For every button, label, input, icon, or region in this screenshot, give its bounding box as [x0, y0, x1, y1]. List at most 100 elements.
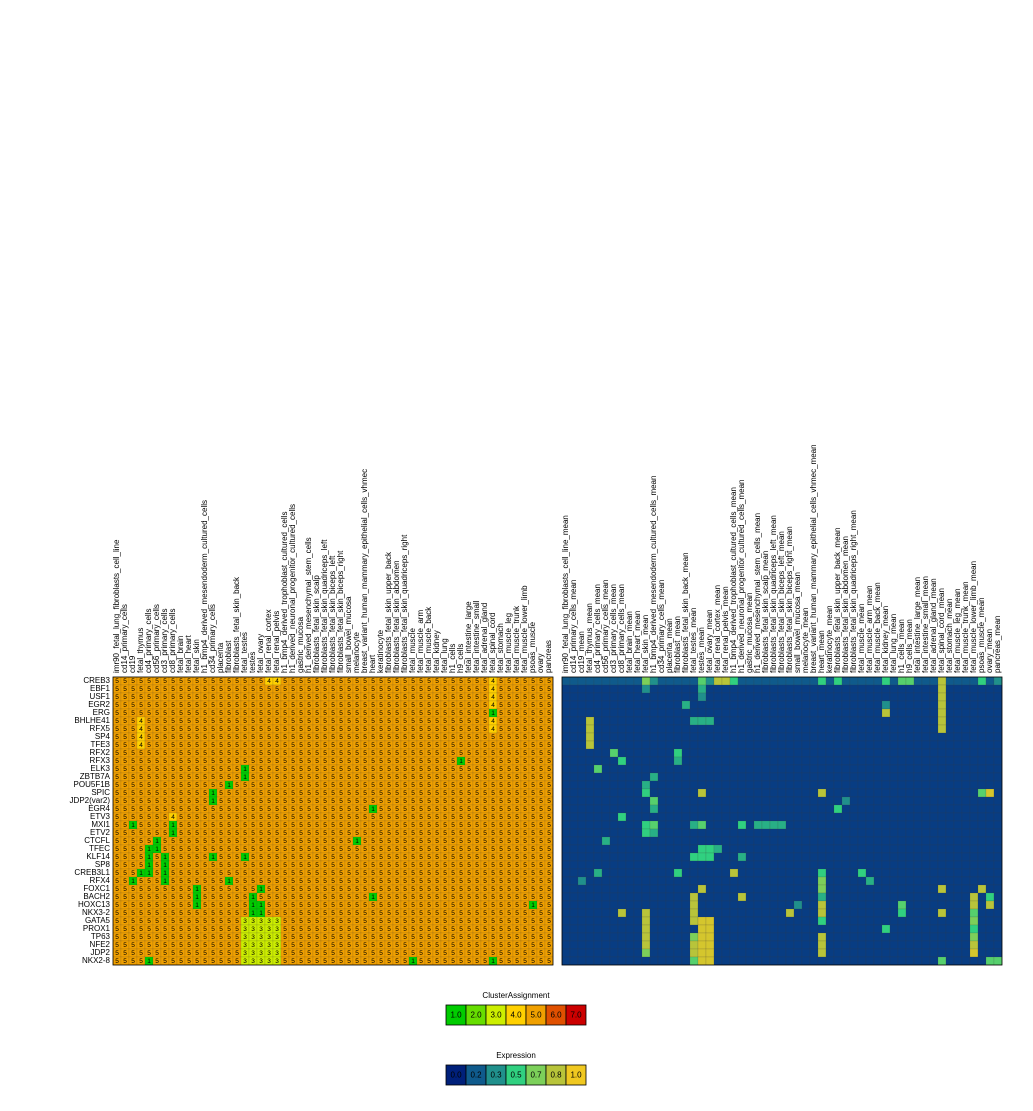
heatmap-cell	[593, 780, 603, 790]
cell-label: 5	[251, 782, 255, 789]
column-label: fibroblasts_fetal_skin_back	[232, 576, 241, 673]
cell-label: 5	[243, 686, 247, 693]
cell-label: 5	[123, 918, 127, 925]
cell-label: 5	[275, 862, 279, 869]
cell-label: 5	[427, 750, 431, 757]
cell-label: 5	[387, 958, 391, 965]
cell-label: 5	[115, 782, 119, 789]
cell-label: 5	[195, 742, 199, 749]
cell-label: 5	[339, 894, 343, 901]
cell-label: 5	[227, 734, 231, 741]
cell-label: 5	[459, 742, 463, 749]
cell-label: 1	[195, 886, 199, 893]
cell-label: 5	[179, 758, 183, 765]
cell-label: 5	[171, 790, 175, 797]
heatmap-cell	[745, 756, 755, 766]
heatmap-cell	[729, 732, 739, 742]
cell-label: 5	[235, 710, 239, 717]
cell-label: 5	[363, 742, 367, 749]
cell-label: 5	[459, 918, 463, 925]
heatmap-cell	[865, 708, 875, 718]
cell-label: 5	[531, 718, 535, 725]
cell-label: 5	[523, 702, 527, 709]
cell-label: 5	[507, 958, 511, 965]
cell-label: 5	[155, 918, 159, 925]
cell-label: 5	[523, 934, 527, 941]
cell-label: 5	[491, 750, 495, 757]
heatmap-cell	[697, 700, 707, 710]
cell-label: 5	[371, 750, 375, 757]
cell-label: 1	[195, 902, 199, 909]
cell-label: 5	[371, 726, 375, 733]
heatmap-cell	[577, 708, 587, 718]
cell-label: 5	[139, 686, 143, 693]
column-label: fetal_intestine_small	[472, 600, 481, 673]
cell-label: 5	[283, 870, 287, 877]
cell-label: 5	[467, 854, 471, 861]
heatmap-cell	[593, 772, 603, 782]
cell-label: 3	[275, 958, 279, 965]
cell-label: 5	[363, 814, 367, 821]
cell-label: 4	[139, 726, 143, 733]
heatmap-cell	[753, 692, 763, 702]
cell-label: 5	[259, 894, 263, 901]
heatmap-cell	[985, 676, 995, 686]
heatmap-cell	[873, 732, 883, 742]
cell-label: 5	[443, 934, 447, 941]
cell-label: 5	[539, 870, 543, 877]
heatmap-cell	[569, 724, 579, 734]
cell-label: 5	[539, 782, 543, 789]
heatmap-cell	[897, 756, 907, 766]
cell-label: 5	[179, 838, 183, 845]
cell-label: 5	[483, 718, 487, 725]
cell-label: 5	[163, 718, 167, 725]
heatmap-cell	[785, 700, 795, 710]
heatmap-cell	[961, 780, 971, 790]
cell-label: 5	[347, 742, 351, 749]
cell-label: 5	[411, 862, 415, 869]
cell-label: 5	[419, 918, 423, 925]
heatmap-cell	[841, 788, 851, 798]
cell-label: 5	[235, 846, 239, 853]
cell-label: 5	[243, 798, 247, 805]
heatmap-cell	[681, 708, 691, 718]
cell-label: 5	[179, 894, 183, 901]
cell-label: 5	[283, 766, 287, 773]
cell-label: 5	[467, 838, 471, 845]
cell-label: 5	[155, 742, 159, 749]
heatmap-cell	[953, 748, 963, 758]
heatmap-cell	[785, 740, 795, 750]
heatmap-cell	[921, 676, 931, 686]
cell-label: 5	[435, 838, 439, 845]
cell-label: 5	[539, 734, 543, 741]
heatmap-cell	[649, 772, 659, 782]
cell-label: 5	[515, 750, 519, 757]
heatmap-cell	[721, 676, 731, 686]
cell-label: 5	[395, 702, 399, 709]
heatmap-cell	[673, 724, 683, 734]
heatmap-cell	[753, 796, 763, 806]
cell-label: 5	[419, 798, 423, 805]
cell-label: 5	[427, 790, 431, 797]
cell-label: 5	[219, 734, 223, 741]
cell-label: 4	[139, 734, 143, 741]
cell-label: 5	[411, 886, 415, 893]
heatmap-cell	[761, 788, 771, 798]
cell-label: 5	[531, 782, 535, 789]
heatmap-cell	[865, 724, 875, 734]
cell-label: 5	[307, 830, 311, 837]
cell-label: 5	[515, 870, 519, 877]
cell-label: 5	[203, 934, 207, 941]
cell-label: 5	[163, 822, 167, 829]
cell-label: 5	[427, 846, 431, 853]
heatmap-cell	[825, 756, 835, 766]
cell-label: 5	[515, 718, 519, 725]
cell-label: 5	[315, 958, 319, 965]
cell-label: 5	[347, 798, 351, 805]
heatmap-cell	[657, 772, 667, 782]
cell-label: 5	[475, 702, 479, 709]
cell-label: 5	[331, 750, 335, 757]
heatmap-cell	[761, 692, 771, 702]
cell-label: 5	[403, 686, 407, 693]
heatmap-cell	[737, 788, 747, 798]
